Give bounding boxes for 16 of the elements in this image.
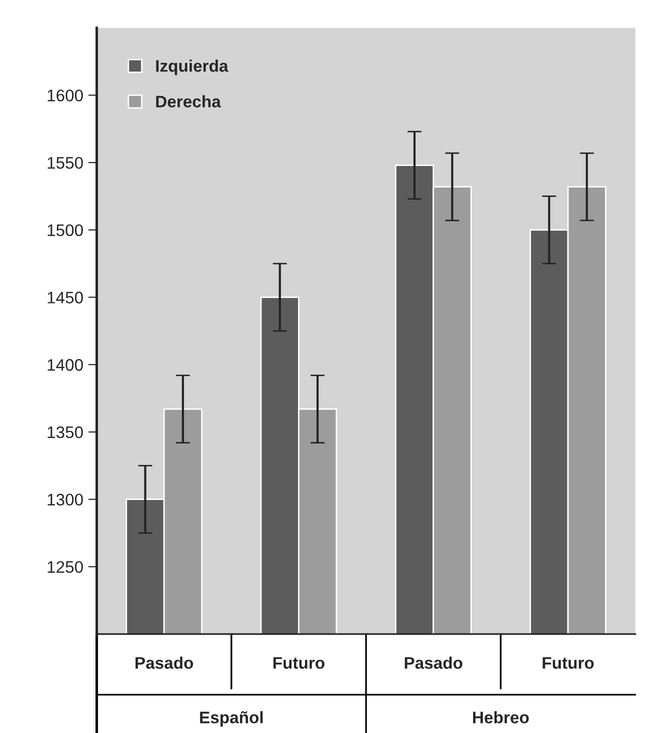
y-tick-label: 1400 [48, 359, 83, 371]
y-tick-label: 1600 [48, 90, 83, 102]
x-tick-label: Futuro [273, 657, 324, 669]
y-tick-label: 1550 [48, 156, 83, 169]
y-tick-label: 1450 [48, 292, 83, 304]
legend-label: Derecha [156, 95, 221, 108]
y-tick-label: 1350 [48, 426, 83, 438]
text: Español [200, 711, 263, 727]
x-tick-label: Pasado [404, 656, 462, 669]
y-tick-label: 1300 [48, 494, 83, 506]
text: Hebreo [473, 711, 529, 724]
y-tick-label: 1500 [48, 224, 83, 236]
x-tick-label: Pasado [136, 656, 194, 669]
legend-label: Izquierda [156, 60, 228, 76]
x-tick-label: Futuro [542, 657, 594, 669]
y-tick-label: 1250 [48, 561, 83, 573]
